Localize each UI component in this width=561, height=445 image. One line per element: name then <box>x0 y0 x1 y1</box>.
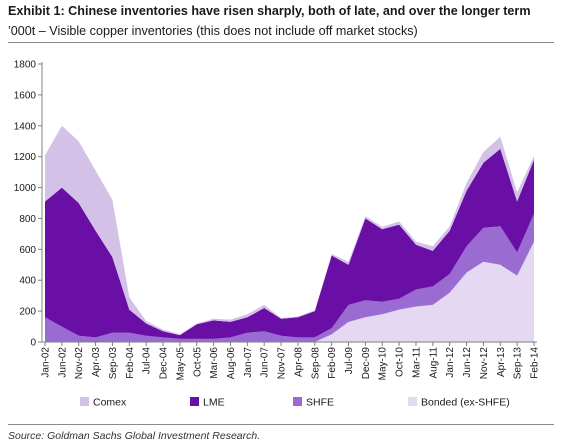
x-tick-label: Dec-09 <box>361 347 372 380</box>
legend-swatch <box>408 397 417 406</box>
x-tick-label: Sep-13 <box>513 347 524 380</box>
x-tick-label: Apr-13 <box>496 347 507 377</box>
x-tick-label: Oct-05 <box>192 347 203 377</box>
source-note: Source: Goldman Sachs Global Investment … <box>8 430 261 442</box>
y-tick-label: 1200 <box>14 152 37 163</box>
x-tick-label: Feb-04 <box>125 347 136 379</box>
x-tick-label: Feb-14 <box>530 347 541 379</box>
series-area-bonded-ex-shfe <box>45 241 534 342</box>
x-tick-label: Jul-09 <box>344 347 355 375</box>
series-area-lme <box>45 148 534 339</box>
x-tick-label: Jan-12 <box>445 347 456 378</box>
x-tick-label: May-10 <box>378 347 389 381</box>
x-tick-label: Dec-04 <box>159 347 170 380</box>
y-tick-label: 400 <box>19 276 36 287</box>
x-tick-label: Jun-02 <box>57 347 68 378</box>
footer-divider <box>8 424 554 425</box>
x-tick-label: Apr-03 <box>91 347 102 377</box>
x-tick-label: Nov-12 <box>479 347 490 380</box>
legend-label: LME <box>203 397 225 409</box>
x-tick-label: Nov-02 <box>74 347 85 380</box>
legend-swatch <box>190 397 199 406</box>
y-tick-label: 200 <box>19 307 36 318</box>
y-tick-label: 600 <box>19 245 36 256</box>
legend-label: Comex <box>93 397 127 409</box>
y-tick-label: 800 <box>19 214 36 225</box>
y-tick-label: 1000 <box>14 183 37 194</box>
legend-label: Bonded (ex-SHFE) <box>421 397 510 409</box>
x-tick-label: Aug-06 <box>226 347 237 380</box>
y-tick-label: 0 <box>30 338 36 349</box>
chart-title: Exhibit 1: Chinese inventories have rise… <box>8 4 531 18</box>
y-tick-label: 1800 <box>14 60 37 71</box>
x-tick-label: Jun-12 <box>462 347 473 378</box>
x-tick-label: Jun-07 <box>260 347 271 378</box>
x-tick-label: Mar-06 <box>209 347 220 379</box>
x-tick-label: Feb-09 <box>327 347 338 379</box>
chart-subtitle: ’000t – Visible copper inventories (this… <box>8 24 418 38</box>
x-tick-label: May-05 <box>175 347 186 381</box>
x-tick-label: Apr-08 <box>293 347 304 377</box>
legend-swatch <box>293 397 302 406</box>
y-tick-label: 1600 <box>14 90 37 101</box>
x-tick-label: Oct-10 <box>395 347 406 377</box>
x-tick-label: Mar-11 <box>411 347 422 378</box>
x-tick-label: Jan-02 <box>41 347 52 378</box>
x-tick-label: Jul-04 <box>142 347 153 375</box>
x-tick-label: Sep-03 <box>108 347 119 380</box>
x-tick-label: Sep-08 <box>310 347 321 380</box>
y-tick-label: 1400 <box>14 121 37 132</box>
x-tick-label: Jan-07 <box>243 347 254 378</box>
legend-label: SHFE <box>306 397 334 409</box>
x-tick-label: Aug-11 <box>428 347 439 379</box>
x-tick-label: Nov-07 <box>277 347 288 380</box>
legend-swatch <box>80 397 89 406</box>
header-divider <box>8 42 554 43</box>
